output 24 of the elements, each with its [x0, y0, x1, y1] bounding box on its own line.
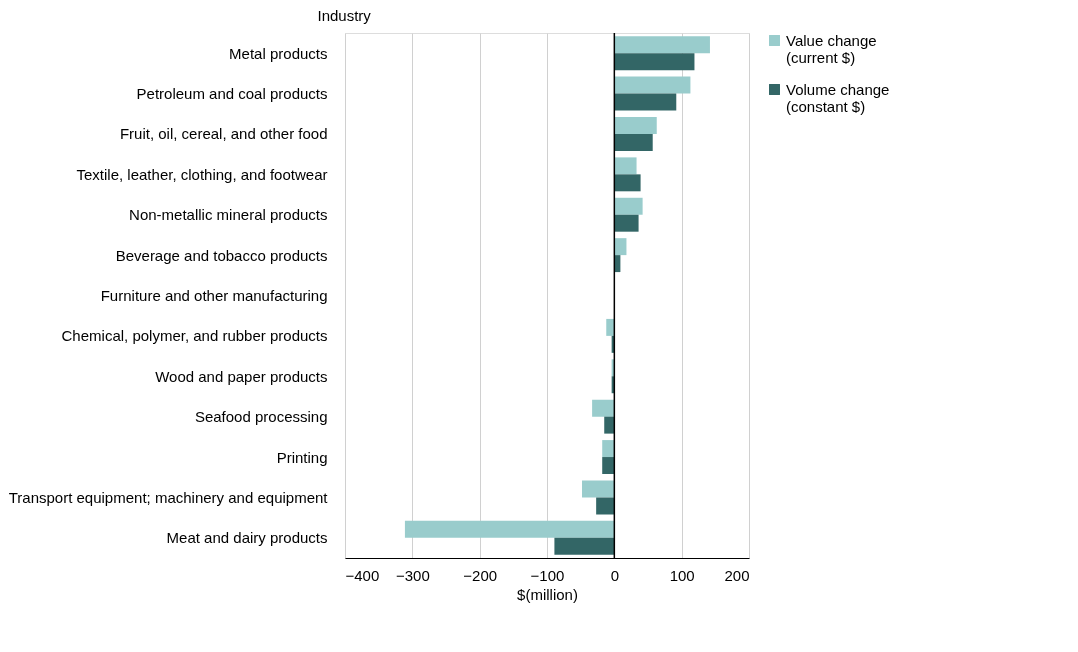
x-tick-label: 200: [724, 566, 750, 584]
y-tick-label: Petroleum and coal products: [136, 85, 328, 103]
x-tick-label: 100: [669, 566, 695, 584]
legend-label: Value change (current $): [786, 31, 877, 66]
y-tick-label: Fruit, oil, cereal, and other food: [119, 125, 328, 143]
x-axis-title: $(million): [517, 585, 578, 603]
x-tick-label: −300: [395, 566, 430, 584]
x-tick-label: 0: [610, 566, 620, 584]
y-tick-label: Wood and paper products: [155, 367, 328, 385]
y-tick-label: Beverage and tobacco products: [115, 246, 328, 264]
x-tick-label: −400: [345, 566, 380, 584]
x-tick-label: −100: [530, 566, 565, 584]
y-tick-label: Furniture and other manufacturing: [100, 287, 328, 304]
y-tick-label: Printing: [276, 448, 328, 466]
legend-label: Volume change (constant $): [786, 80, 890, 115]
y-tick-label: Meat and dairy products: [166, 529, 328, 547]
y-tick-label: Metal products: [229, 44, 328, 62]
y-axis-title: Industry: [317, 6, 372, 24]
y-tick-label: Seafood processing: [194, 408, 328, 426]
y-tick-label: Chemical, polymer, and rubber products: [61, 327, 328, 345]
y-tick-label: Transport equipment; machinery and equipment: [8, 488, 329, 506]
y-tick-label: Textile, leather, clothing, and footwear: [76, 165, 328, 183]
x-tick-label: −200: [463, 566, 498, 584]
y-tick-label: Non-metallic mineral products: [129, 206, 328, 224]
